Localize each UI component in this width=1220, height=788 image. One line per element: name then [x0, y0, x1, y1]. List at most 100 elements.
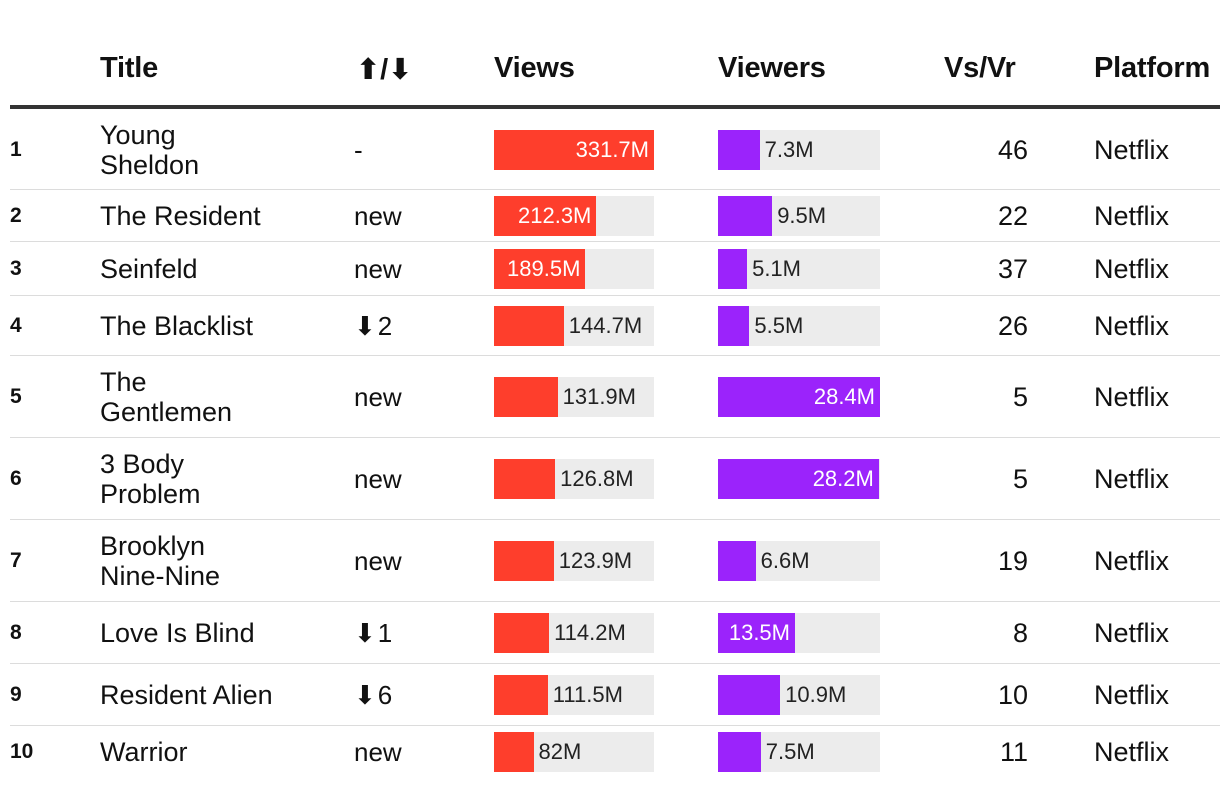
title-cell: Seinfeld [100, 242, 340, 296]
viewers-bar: 7.3M [718, 130, 880, 170]
viewers-value-label: 9.5M [777, 203, 827, 228]
title-cell: The Blacklist [100, 296, 340, 356]
views-bar: 189.5M [494, 249, 654, 289]
views-bar: 111.5M [494, 675, 654, 715]
viewers-bar: 7.5M [718, 732, 880, 772]
views-bar: 212.3M [494, 196, 654, 236]
header-rule [10, 105, 1220, 109]
ratio-cell: 26 [997, 310, 1028, 341]
change-value: new [354, 545, 402, 576]
row-divider [10, 189, 1220, 190]
views-bar: 331.7M [494, 130, 654, 170]
row-divider [10, 437, 1220, 438]
title-line: Gentlemen [100, 397, 233, 427]
platform-cell: Netflix [1094, 463, 1170, 494]
viewers-bar: 5.5M [718, 306, 880, 346]
title-line: Young [100, 120, 176, 150]
change-cell: new [354, 356, 474, 438]
change-cell: new [354, 190, 474, 242]
header-title: Title [100, 52, 159, 84]
change-cell: new [354, 726, 474, 778]
table-row: 4 The Blacklist ⬇ 2 144.7M 5.5M 26 Netflix [10, 296, 1220, 356]
ratio-cell: 10 [997, 679, 1028, 710]
viewers-value-label: 10.9M [785, 682, 847, 707]
header-viewers: Viewers [718, 52, 826, 84]
title-text: 3 Body Problem [100, 449, 201, 509]
views-value-label: 131.9M [562, 384, 636, 409]
viewers-value-label: 7.5M [765, 739, 815, 764]
ratio-cell: 37 [997, 253, 1028, 284]
change-value: new [354, 736, 402, 767]
views-bar-fill [494, 249, 586, 289]
views-bar: 82M [494, 732, 654, 772]
title-text: Resident Alien [100, 680, 273, 710]
title-line: The Resident [100, 201, 261, 231]
title-line: The [100, 367, 147, 397]
viewers-bar-fill [718, 130, 760, 170]
platform-cell: Netflix [1094, 253, 1170, 284]
rank-cell: 2 [10, 204, 22, 227]
change-value: - [354, 134, 363, 165]
viewers-bar-fill [718, 541, 756, 581]
ratio-cell: 46 [997, 134, 1028, 165]
header-platform: Platform [1094, 52, 1211, 84]
header-views: Views [494, 52, 575, 84]
change-cell: ⬇ 1 [354, 602, 474, 664]
viewers-value-label: 28.4M [813, 384, 875, 409]
rank-cell: 5 [10, 385, 22, 408]
views-value-label: 126.8M [560, 466, 634, 491]
views-bar-fill [494, 196, 597, 236]
row-divider [10, 601, 1220, 602]
platform-cell: Netflix [1094, 310, 1170, 341]
rank-cell: 3 [10, 257, 22, 280]
row-divider [10, 663, 1220, 664]
change-cell: ⬇ 6 [354, 664, 474, 726]
views-bar-fill [494, 377, 558, 417]
views-bar-fill [494, 459, 556, 499]
ratio-cell: 5 [1012, 463, 1028, 494]
table-row: 2 The Resident new 212.3M 9.5M 22 Netflix [10, 190, 1220, 242]
title-line: The Blacklist [100, 311, 254, 341]
viewers-value-label: 28.2M [812, 466, 874, 491]
row-divider [10, 519, 1220, 520]
ratio-cell: 22 [997, 200, 1028, 231]
table-row: 9 Resident Alien ⬇ 6 111.5M 10.9M 10 Netflix [10, 664, 1220, 726]
viewers-bar-fill [718, 306, 750, 346]
viewers-bar: 28.2M [718, 459, 880, 499]
title-text: Love Is Blind [100, 618, 255, 648]
ratio-cell: 5 [1012, 381, 1028, 412]
title-line: Warrior [100, 737, 188, 767]
rank-cell: 10 [10, 740, 34, 763]
table-row: 8 Love Is Blind ⬇ 1 114.2M 13.5M 8 Netflix [10, 602, 1220, 664]
rank-cell: 8 [10, 621, 22, 644]
title-cell: Resident Alien [100, 664, 340, 726]
viewers-value-label: 5.1M [752, 256, 801, 281]
title-cell: The Resident [100, 190, 340, 242]
title-line: Brooklyn [100, 531, 206, 561]
title-line: Love Is Blind [100, 618, 255, 648]
viewers-bar-fill [718, 377, 880, 417]
viewers-value-label: 13.5M [728, 620, 790, 645]
viewers-value-label: 5.5M [754, 313, 804, 338]
title-line: Sheldon [100, 150, 200, 180]
rank-cell: 7 [10, 549, 22, 572]
ratio-cell: 19 [997, 545, 1028, 576]
views-bar: 126.8M [494, 459, 654, 499]
ratio-cell: 11 [999, 736, 1028, 767]
title-cell: The Gentlemen [100, 356, 340, 438]
change-cell: new [354, 242, 474, 296]
views-value-label: 331.7M [575, 137, 649, 162]
ratio-cell: 8 [1012, 617, 1028, 648]
views-value-label: 144.7M [568, 313, 643, 338]
platform-cell: Netflix [1094, 679, 1170, 710]
viewers-value-label: 7.3M [764, 137, 814, 162]
views-bar-fill [494, 613, 550, 653]
views-bar-fill [494, 306, 564, 346]
change-cell: - [354, 110, 474, 190]
row-divider [10, 295, 1220, 296]
table-row: 10 Warrior new 82M 7.5M 11 Netflix [10, 726, 1220, 778]
table-row: 1 Young Sheldon - 331.7M 7.3M 46 Netflix [10, 110, 1220, 190]
title-cell: Warrior [100, 726, 340, 778]
viewers-bar-fill [718, 249, 748, 289]
viewers-bar-fill [718, 675, 781, 715]
